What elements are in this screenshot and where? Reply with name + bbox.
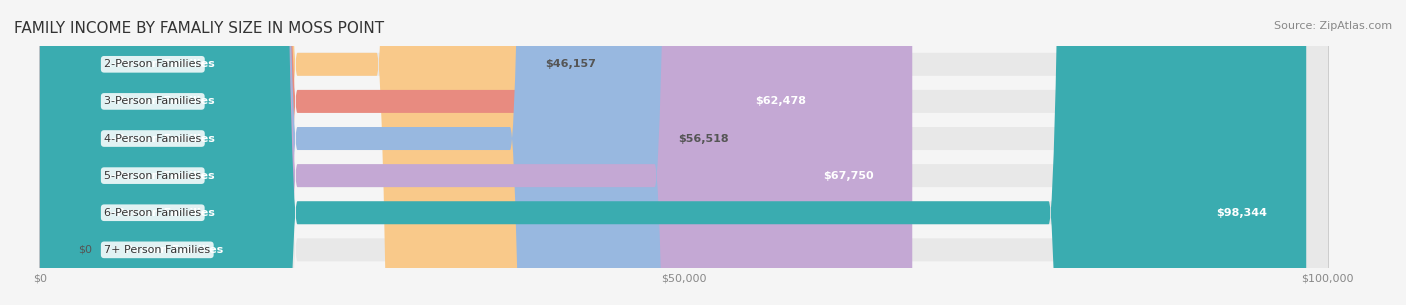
Text: $56,518: $56,518	[678, 134, 728, 144]
Text: 5-Person Families: 5-Person Families	[104, 170, 201, 181]
Text: $98,344: $98,344	[1216, 208, 1268, 218]
Text: 3-Person Families: 3-Person Families	[104, 96, 201, 106]
FancyBboxPatch shape	[39, 0, 634, 305]
Text: FAMILY INCOME BY FAMALIY SIZE IN MOSS POINT: FAMILY INCOME BY FAMALIY SIZE IN MOSS PO…	[14, 21, 384, 36]
Text: $46,157: $46,157	[544, 59, 596, 69]
FancyBboxPatch shape	[39, 0, 1327, 305]
FancyBboxPatch shape	[39, 0, 768, 305]
Text: 7+ Person Families: 7+ Person Families	[104, 245, 211, 255]
FancyBboxPatch shape	[39, 0, 1327, 305]
FancyBboxPatch shape	[39, 0, 1327, 305]
Text: $0: $0	[79, 245, 93, 255]
Text: 2-Person Families: 2-Person Families	[104, 59, 201, 69]
FancyBboxPatch shape	[39, 0, 912, 305]
Text: $67,750: $67,750	[823, 170, 873, 181]
FancyBboxPatch shape	[39, 0, 1327, 305]
Text: $62,478: $62,478	[755, 96, 806, 106]
Text: Source: ZipAtlas.com: Source: ZipAtlas.com	[1274, 21, 1392, 31]
FancyBboxPatch shape	[39, 0, 1306, 305]
FancyBboxPatch shape	[39, 0, 845, 305]
Text: 4-Person Families: 4-Person Families	[104, 134, 215, 144]
Text: 3-Person Families: 3-Person Families	[104, 96, 215, 106]
Text: 7+ Person Families: 7+ Person Families	[104, 245, 224, 255]
Text: 2-Person Families: 2-Person Families	[104, 59, 215, 69]
FancyBboxPatch shape	[39, 0, 1327, 305]
Text: 4-Person Families: 4-Person Families	[104, 134, 201, 144]
FancyBboxPatch shape	[39, 0, 1327, 305]
Text: 5-Person Families: 5-Person Families	[104, 170, 215, 181]
Text: 6-Person Families: 6-Person Families	[104, 208, 201, 218]
Text: 6-Person Families: 6-Person Families	[104, 208, 215, 218]
